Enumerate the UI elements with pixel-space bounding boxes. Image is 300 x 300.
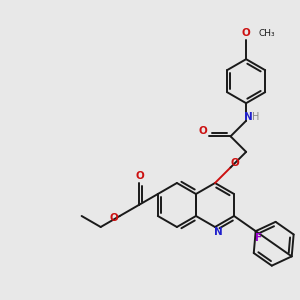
Text: N: N — [244, 112, 253, 122]
Text: O: O — [135, 171, 144, 181]
Text: F: F — [255, 233, 262, 243]
Text: H: H — [252, 112, 260, 122]
Text: O: O — [110, 213, 118, 223]
Text: N: N — [214, 227, 222, 237]
Text: O: O — [198, 126, 207, 136]
Text: CH₃: CH₃ — [258, 29, 275, 38]
Text: O: O — [230, 158, 239, 168]
Text: O: O — [242, 28, 250, 38]
